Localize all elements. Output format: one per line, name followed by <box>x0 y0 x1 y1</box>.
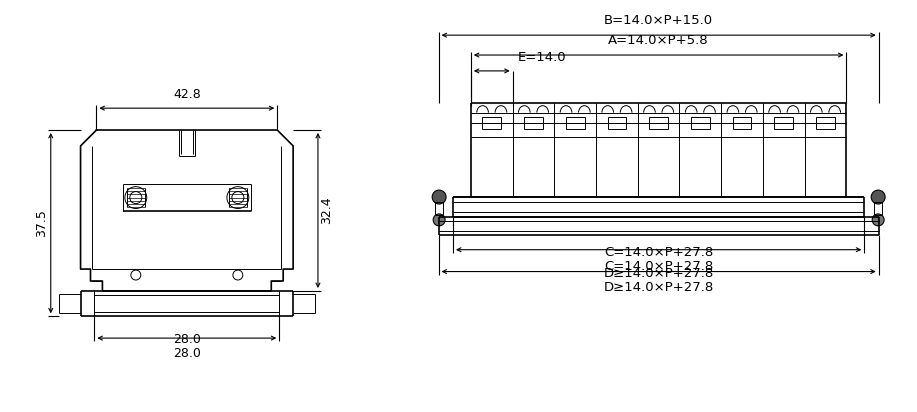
Bar <box>774 117 793 129</box>
Text: 28.0: 28.0 <box>173 347 201 360</box>
Text: D≥14.0×P+27.8: D≥14.0×P+27.8 <box>603 281 713 295</box>
Text: B=14.0×P+15.0: B=14.0×P+15.0 <box>604 14 713 27</box>
Text: C=14.0×P+27.8: C=14.0×P+27.8 <box>604 260 713 273</box>
Text: 37.5: 37.5 <box>36 209 49 237</box>
Text: D≥14.0×P+27.8: D≥14.0×P+27.8 <box>603 267 713 281</box>
Text: A=14.0×P+5.8: A=14.0×P+5.8 <box>608 34 709 47</box>
Text: 42.8: 42.8 <box>173 88 201 101</box>
Bar <box>608 117 626 129</box>
Bar <box>649 117 668 129</box>
Bar <box>566 117 585 129</box>
Text: 28.0: 28.0 <box>173 333 201 346</box>
Bar <box>525 117 543 129</box>
Text: E=14.0: E=14.0 <box>517 51 566 64</box>
Bar <box>816 117 834 129</box>
Circle shape <box>432 190 446 204</box>
Bar <box>482 117 502 129</box>
Circle shape <box>871 190 885 204</box>
Text: C=14.0×P+27.8: C=14.0×P+27.8 <box>604 246 713 259</box>
Bar <box>733 117 751 129</box>
Circle shape <box>872 214 884 226</box>
Circle shape <box>433 214 445 226</box>
Text: 32.4: 32.4 <box>320 197 334 224</box>
Bar <box>691 117 710 129</box>
